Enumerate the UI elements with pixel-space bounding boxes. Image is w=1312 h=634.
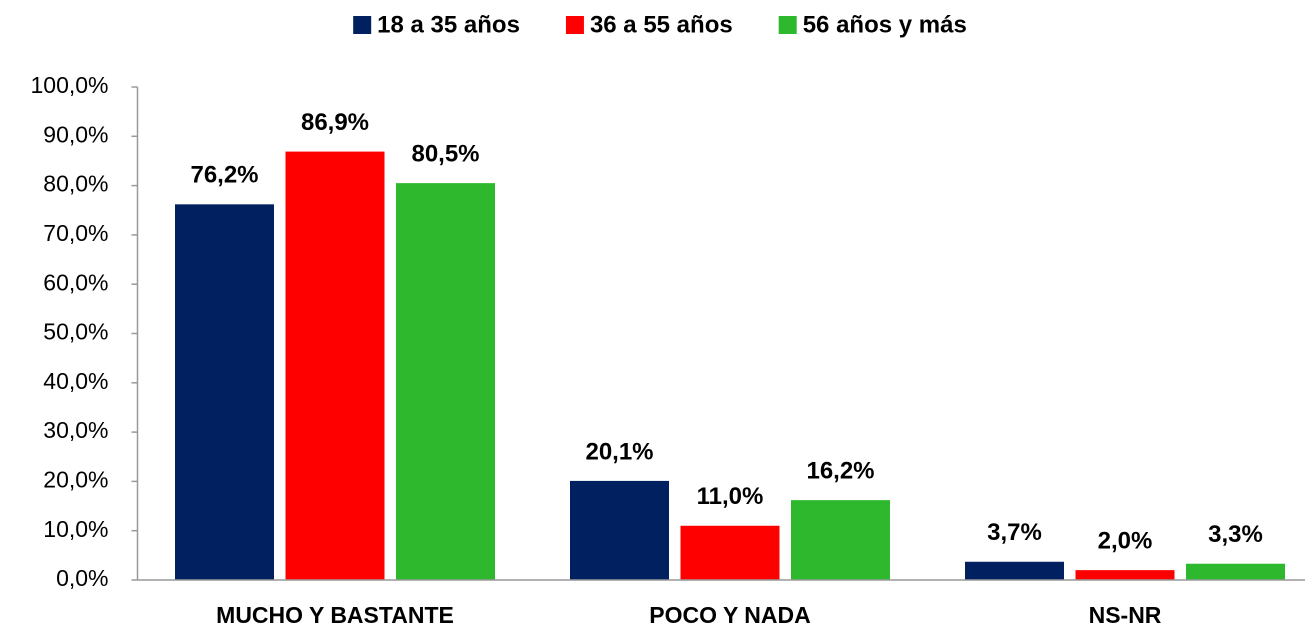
y-tick-label: 80,0% <box>43 171 108 197</box>
y-tick-label: 0,0% <box>56 565 108 591</box>
y-tick-label: 60,0% <box>43 269 108 295</box>
bar <box>965 561 1064 580</box>
y-tick-label: 50,0% <box>43 319 108 345</box>
y-tick-label: 100,0% <box>30 72 108 98</box>
value-label: 20,1% <box>585 438 653 465</box>
value-label: 2,0% <box>1098 527 1153 554</box>
bar <box>1186 563 1285 580</box>
y-tick-label: 20,0% <box>43 466 108 492</box>
x-tick-label: POCO Y NADA <box>649 602 810 628</box>
value-label: 86,9% <box>301 109 369 136</box>
x-tick-label: NS-NR <box>1089 602 1162 628</box>
bar <box>1075 570 1175 580</box>
value-label: 16,2% <box>806 457 874 484</box>
legend-swatch <box>353 16 372 34</box>
legend-label: 56 años y más <box>803 11 967 38</box>
y-tick-label: 30,0% <box>43 417 108 443</box>
value-label: 3,3% <box>1208 521 1263 548</box>
bar <box>570 480 669 580</box>
bar <box>175 204 274 581</box>
legend-label: 36 a 55 años <box>590 11 733 38</box>
bar <box>680 525 780 580</box>
legend-swatch <box>565 16 584 34</box>
bar <box>396 183 495 580</box>
y-tick-label: 70,0% <box>43 220 108 246</box>
value-label: 76,2% <box>190 162 258 189</box>
legend-swatch <box>778 16 797 34</box>
legend-label: 18 a 35 años <box>377 11 520 38</box>
bar <box>791 500 890 580</box>
y-tick-label: 40,0% <box>43 368 108 394</box>
y-tick-label: 90,0% <box>43 121 108 147</box>
x-tick-label: MUCHO Y BASTANTE <box>216 602 454 628</box>
value-label: 3,7% <box>987 519 1042 546</box>
value-label: 80,5% <box>411 140 479 167</box>
value-label: 11,0% <box>697 483 764 510</box>
y-tick-label: 10,0% <box>43 516 108 542</box>
bar <box>285 151 385 580</box>
